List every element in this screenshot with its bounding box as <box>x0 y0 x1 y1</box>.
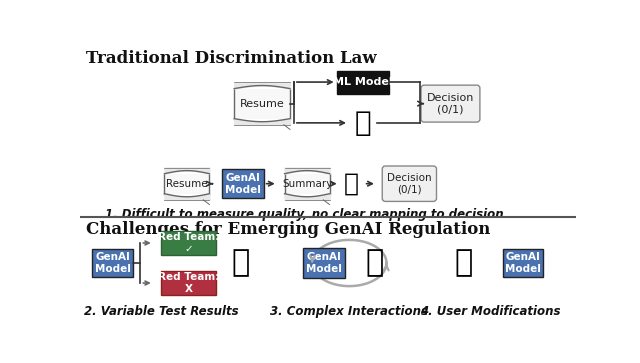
FancyBboxPatch shape <box>234 89 290 119</box>
FancyBboxPatch shape <box>285 174 330 194</box>
Text: 👩: 👩 <box>355 109 371 137</box>
Text: Resume: Resume <box>240 99 285 109</box>
Text: 🧑: 🧑 <box>365 249 383 277</box>
Text: 👩: 👩 <box>344 172 359 196</box>
FancyBboxPatch shape <box>421 85 480 122</box>
FancyBboxPatch shape <box>161 231 216 255</box>
Text: Red Team:
✓: Red Team: ✓ <box>158 232 219 254</box>
Text: Challenges for Emerging GenAI Regulation: Challenges for Emerging GenAI Regulation <box>86 221 491 238</box>
Text: GenAI
Model: GenAI Model <box>506 252 541 274</box>
Text: 🎛: 🎛 <box>454 249 473 277</box>
Text: 3. Complex Interactions: 3. Complex Interactions <box>270 305 428 318</box>
Text: 2. Variable Test Results: 2. Variable Test Results <box>84 305 239 318</box>
Text: Summary: Summary <box>282 179 332 189</box>
Text: Decision
(0/1): Decision (0/1) <box>427 93 474 114</box>
FancyBboxPatch shape <box>164 174 209 194</box>
Text: GenAI
Model: GenAI Model <box>306 252 342 274</box>
FancyBboxPatch shape <box>161 271 216 295</box>
FancyBboxPatch shape <box>382 166 436 201</box>
Text: GenAI
Model: GenAI Model <box>95 252 131 274</box>
FancyBboxPatch shape <box>164 174 209 194</box>
Text: Decision
(0/1): Decision (0/1) <box>387 173 432 195</box>
FancyBboxPatch shape <box>337 70 389 94</box>
FancyBboxPatch shape <box>285 174 330 194</box>
Text: GenAI
Model: GenAI Model <box>225 173 260 195</box>
Text: Traditional Discrimination Law: Traditional Discrimination Law <box>86 50 377 67</box>
Text: 🤔: 🤔 <box>231 249 250 277</box>
FancyBboxPatch shape <box>92 249 132 277</box>
FancyBboxPatch shape <box>503 249 543 277</box>
Text: ML Model: ML Model <box>333 77 393 87</box>
FancyBboxPatch shape <box>222 169 264 198</box>
Text: 1. Difficult to measure quality, no clear mapping to decision: 1. Difficult to measure quality, no clea… <box>106 208 504 221</box>
FancyBboxPatch shape <box>303 248 345 278</box>
FancyBboxPatch shape <box>234 89 290 119</box>
Text: 4. User Modifications: 4. User Modifications <box>420 305 561 318</box>
Text: Resume: Resume <box>166 179 208 189</box>
Text: Red Team:
X: Red Team: X <box>158 272 219 294</box>
